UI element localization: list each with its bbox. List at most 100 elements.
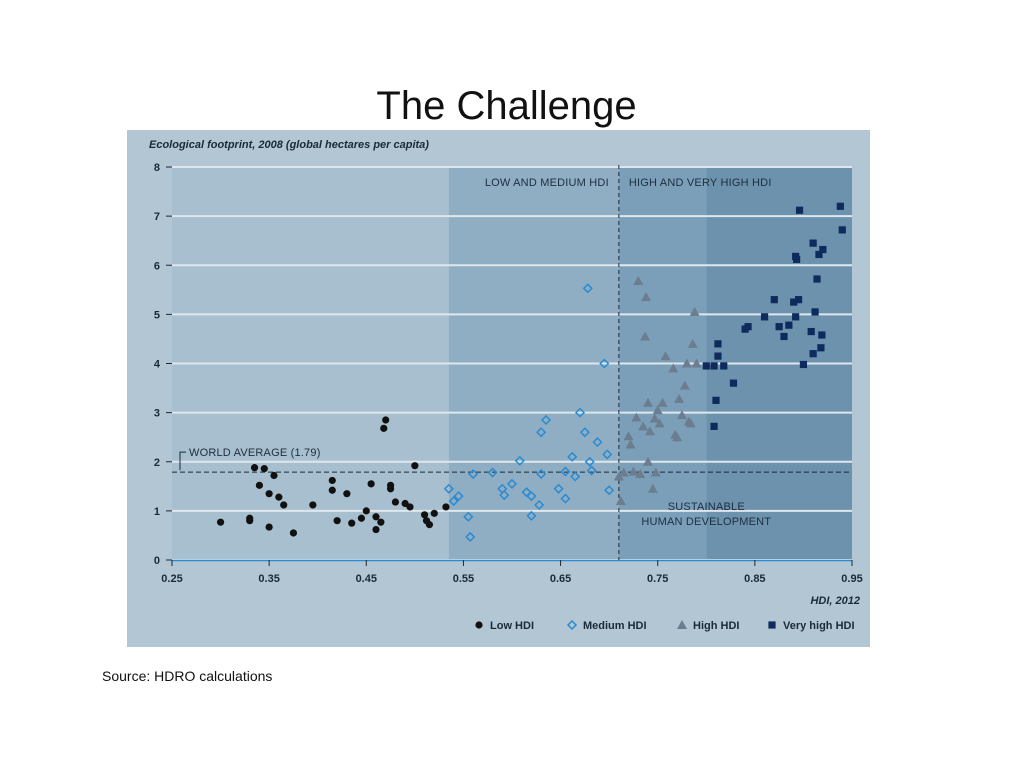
data-point-high-hdi (635, 469, 646, 479)
data-point-very-high-hdi (744, 323, 752, 331)
chart-svg: Ecological footprint, 2008 (global hecta… (127, 130, 870, 647)
data-point-very-high-hdi (710, 422, 718, 430)
data-point-high-hdi (618, 467, 629, 477)
axes-layer: Ecological footprint, 2008 (global hecta… (149, 139, 863, 607)
data-point-low-hdi (442, 503, 450, 511)
data-point-medium-hdi (553, 483, 564, 494)
data-point-medium-hdi (540, 414, 552, 426)
data-point-high-hdi (654, 418, 665, 428)
data-point-medium-hdi (534, 499, 545, 511)
data-point-medium-hdi (536, 427, 547, 438)
data-point-low-hdi (382, 416, 390, 424)
data-point-medium-hdi (463, 511, 474, 522)
data-point-very-high-hdi (770, 296, 778, 304)
data-point-medium-hdi (560, 493, 571, 504)
data-point-low-hdi (377, 518, 385, 526)
data-point-medium-hdi (586, 465, 597, 476)
data-point-low-hdi (391, 498, 400, 506)
data-point-medium-hdi (584, 456, 595, 467)
data-point-medium-hdi (574, 407, 586, 418)
data-point-low-hdi (343, 490, 351, 498)
x-tick-label: 0.95 (841, 573, 862, 585)
data-point-high-hdi (647, 483, 658, 493)
data-point-high-hdi (681, 358, 692, 368)
data-point-very-high-hdi (811, 308, 819, 316)
legend-item-low-hdi: Low HDI (475, 620, 534, 632)
data-point-low-hdi (367, 480, 375, 488)
data-point-very-high-hdi (780, 332, 788, 341)
points-layer (216, 202, 846, 542)
legend: Low HDI Medium HDI High HDI Very high HDI (475, 619, 855, 632)
sustainable-label-line2: HUMAN DEVELOPMENT (641, 516, 771, 528)
x-tick-label: 0.45 (356, 573, 377, 585)
x-tick-label: 0.75 (647, 573, 668, 585)
data-point-high-hdi (657, 397, 668, 407)
data-point-very-high-hdi (838, 226, 846, 234)
data-point-medium-hdi (592, 437, 603, 448)
data-point-high-hdi (643, 397, 653, 407)
data-point-high-hdi (638, 421, 649, 431)
data-point-high-hdi (691, 358, 702, 368)
data-point-low-hdi (386, 481, 395, 489)
data-point-high-hdi (679, 380, 690, 390)
legend-item-medium-hdi: Medium HDI (566, 619, 647, 632)
data-point-very-high-hdi (702, 362, 710, 370)
data-point-high-hdi (672, 432, 683, 442)
grid-layer (172, 166, 852, 561)
data-point-low-hdi (362, 507, 370, 515)
data-point-medium-hdi (602, 449, 613, 460)
data-point-very-high-hdi (817, 344, 825, 352)
data-point-low-hdi (430, 509, 438, 517)
data-point-very-high-hdi (785, 321, 793, 329)
source-note: Source: HDRO calculations (102, 668, 273, 684)
data-point-low-hdi (328, 476, 336, 485)
data-point-very-high-hdi (729, 379, 738, 387)
data-point-very-high-hdi (809, 350, 817, 358)
data-point-low-hdi (280, 501, 288, 509)
data-point-low-hdi (372, 525, 380, 534)
world-average-bracket (179, 451, 186, 471)
data-point-very-high-hdi (792, 313, 800, 321)
data-point-high-hdi (685, 418, 696, 428)
data-point-medium-hdi (604, 485, 615, 496)
data-point-very-high-hdi (795, 206, 804, 214)
x-tick-label: 0.55 (453, 573, 474, 585)
data-point-medium-hdi (453, 491, 464, 502)
data-point-very-high-hdi (714, 340, 722, 348)
data-point-low-hdi (380, 424, 388, 432)
world-average-label: WORLD AVERAGE (1.79) (189, 447, 321, 459)
x-tick-label: 0.35 (258, 573, 279, 585)
data-point-medium-hdi (499, 490, 510, 501)
legend-label-low-hdi: Low HDI (490, 620, 534, 632)
labels-layer: WORLD AVERAGE (1.79) LOW AND MEDIUM HDI HI… (172, 165, 852, 560)
data-point-very-high-hdi (836, 202, 844, 210)
data-point-high-hdi (650, 467, 661, 477)
data-point-high-hdi (677, 410, 687, 420)
data-point-medium-hdi (487, 467, 498, 478)
data-point-low-hdi (246, 514, 254, 522)
data-point-low-hdi (289, 529, 298, 537)
y-tick-label: 5 (154, 309, 160, 321)
data-point-high-hdi (668, 363, 679, 373)
data-point-medium-hdi (582, 283, 593, 294)
x-axis-title: HDI, 2012 (810, 595, 860, 607)
y-axis-title: Ecological footprint, 2008 (global hecta… (149, 139, 429, 151)
data-point-high-hdi (640, 331, 651, 341)
data-point-medium-hdi (560, 466, 571, 477)
legend-item-high-hdi: High HDI (677, 620, 739, 632)
data-point-very-high-hdi (720, 362, 728, 370)
x-tick-label: 0.65 (550, 573, 571, 585)
data-point-high-hdi (633, 275, 644, 285)
data-point-very-high-hdi (794, 296, 803, 304)
data-point-low-hdi (309, 501, 317, 509)
data-point-very-high-hdi (775, 323, 783, 331)
region-label-low-medium: LOW AND MEDIUM HDI (485, 177, 609, 189)
data-point-very-high-hdi (714, 352, 722, 360)
data-point-very-high-hdi (807, 327, 815, 336)
data-point-very-high-hdi (813, 275, 821, 283)
data-point-medium-hdi (579, 427, 590, 438)
data-point-low-hdi (372, 513, 380, 521)
y-tick-label: 4 (154, 359, 161, 371)
legend-marker-high-hdi (677, 620, 687, 629)
scatter-chart: Ecological footprint, 2008 (global hecta… (127, 130, 870, 647)
